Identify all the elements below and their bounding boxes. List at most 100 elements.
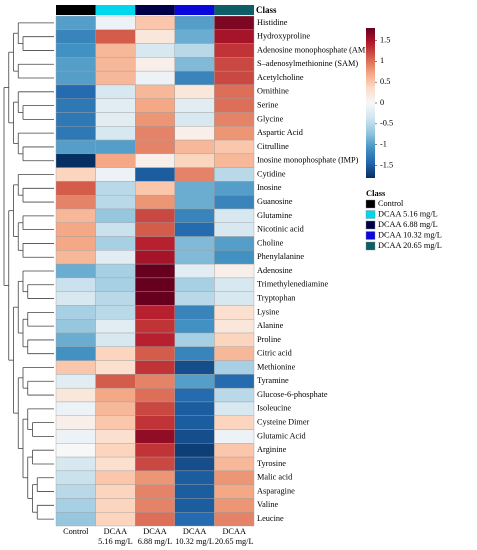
heatmap-cell [95,29,136,44]
heatmap-cell [214,319,255,334]
heatmap-cell [174,84,215,99]
row-label: Ornithine [257,87,289,96]
heatmap-cell [95,57,136,72]
heatmap-cell [55,443,96,458]
row-label: Arginine [257,445,287,454]
heatmap-cell [174,153,215,168]
legend-swatch [365,210,376,219]
heatmap-cell [174,167,215,182]
heatmap-cell [134,70,175,86]
heatmap-cell [134,305,175,320]
heatmap-cell [95,126,136,141]
heatmap-cell [134,236,175,251]
colorbar-tick-label: -0.5 [380,119,393,128]
heatmap-cell [134,126,175,141]
heatmap-cell [174,139,215,155]
heatmap-cell [174,498,215,513]
row-label: Adenosine [257,266,293,275]
row-label: Nicotinic acid [257,225,305,234]
legend-label: DCAA 10.32 mg/L [378,230,442,239]
heatmap-cell [174,15,215,30]
heatmap-cell [95,84,136,99]
heatmap-cell [134,84,175,99]
heatmap-cell [134,263,175,279]
heatmap-cell [174,291,215,306]
heatmap-cell [214,139,255,155]
heatmap-cell [134,43,175,58]
heatmap-cell [55,153,96,168]
heatmap-cell [134,387,175,403]
heatmap-cell [95,112,136,127]
heatmap-cell [134,332,175,348]
heatmap-cell [95,512,136,527]
heatmap-cell [134,415,175,430]
class-bar-segment [56,5,96,15]
heatmap-cell [134,512,175,527]
heatmap-cell [174,443,215,458]
heatmap-cell [214,332,255,348]
legend-swatch [365,241,376,251]
heatmap-cell [174,222,215,237]
heatmap-cell [214,29,255,44]
row-label: Aspartic Acid [257,128,304,137]
heatmap-cell [214,277,255,292]
heatmap-cell [55,139,96,155]
legend-swatch [365,199,376,209]
heatmap-cell [55,498,96,513]
heatmap-cell [55,43,96,58]
heatmap-cell [95,429,136,444]
row-label: Cytidine [257,169,286,178]
heatmap-cell [174,277,215,292]
heatmap-cell [174,112,215,127]
heatmap-cell [174,415,215,430]
heatmap-cell [55,263,96,279]
heatmap-cell [214,15,255,30]
heatmap-cell [134,15,175,30]
heatmap-cell [55,484,96,499]
colorbar-tick-label: 1.5 [380,35,390,44]
heatmap-cell [214,429,255,444]
row-label: Adenosine monophosphate (AMP) [257,45,373,54]
row-label: Isoleucine [257,404,291,413]
class-color-bar [56,5,254,15]
column-label: DCAA [222,527,246,536]
legend-swatch [365,220,376,230]
row-label: Hydroxyproline [257,32,310,41]
heatmap-cell [214,98,255,113]
row-label: Acetylcholine [257,73,304,82]
heatmap-cell [55,236,96,251]
row-label: Tyramine [257,376,289,385]
heatmap-cell [95,374,136,389]
row-label: Inosine monophosphate (IMP) [257,156,359,165]
column-label: 6.88 mg/L [138,537,173,546]
legend-swatch [365,231,376,240]
row-label: Lysine [257,307,279,316]
heatmap-cell [174,456,215,472]
heatmap-cell [174,360,215,375]
heatmap-cell [55,194,96,210]
heatmap-cell [214,498,255,513]
heatmap-cell [214,181,255,196]
heatmap-cell [55,374,96,389]
row-label: Methionine [257,362,296,371]
row-label: Choline [257,238,284,247]
heatmap-cell [55,415,96,430]
heatmap-cell [214,250,255,265]
heatmap-cell [174,194,215,210]
heatmap-cell [134,429,175,444]
row-label: Guanosine [257,197,293,206]
heatmap-cell [95,456,136,472]
heatmap-cell [55,319,96,334]
column-label: DCAA [104,527,128,536]
heatmap-cell [95,15,136,30]
heatmap-cell [174,387,215,403]
heatmap-cell [95,208,136,223]
colorbar: 1.5 1 0.5 0 -0.5 -1 -1.5 [366,28,393,178]
heatmap-cell [174,305,215,320]
heatmap-cell [55,387,96,403]
heatmap-cell [55,84,96,99]
heatmap-cell [134,291,175,306]
heatmap-cell [174,70,215,86]
